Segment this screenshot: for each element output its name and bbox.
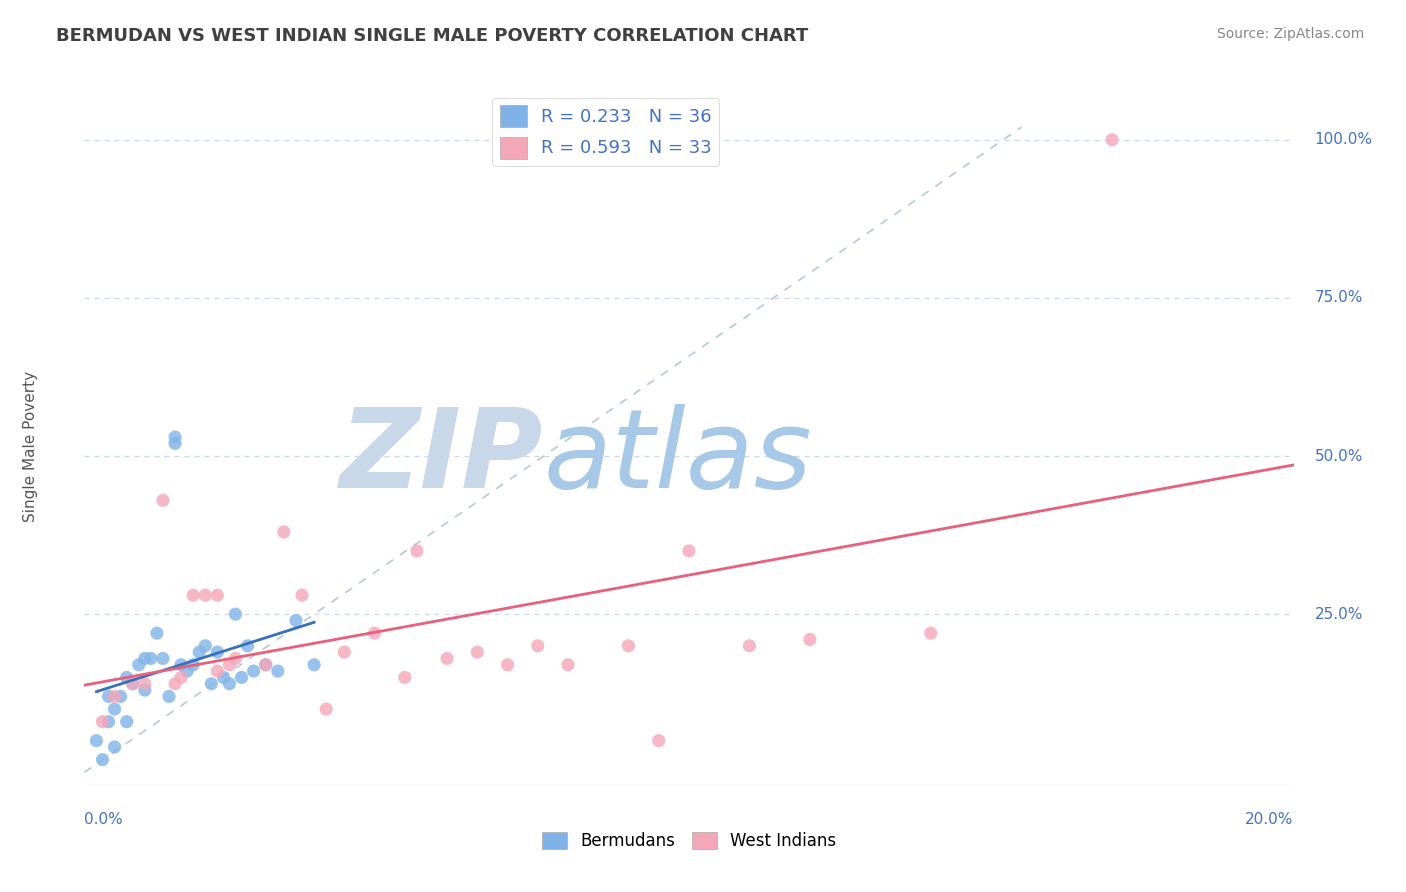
- Point: [212, 670, 235, 684]
- Point: [104, 690, 127, 704]
- Point: [86, 733, 108, 747]
- Point: [146, 626, 169, 640]
- Point: [97, 690, 120, 704]
- Point: [394, 670, 416, 684]
- Point: [163, 677, 186, 691]
- Point: [225, 651, 247, 665]
- Point: [170, 657, 193, 672]
- Point: [128, 657, 150, 672]
- Text: 25.0%: 25.0%: [1315, 607, 1362, 622]
- Point: [647, 733, 671, 747]
- Point: [284, 614, 308, 628]
- Point: [799, 632, 821, 647]
- Point: [91, 714, 114, 729]
- Point: [1101, 133, 1123, 147]
- Point: [110, 690, 132, 704]
- Point: [163, 430, 186, 444]
- Text: 20.0%: 20.0%: [1246, 812, 1294, 827]
- Point: [557, 657, 579, 672]
- Point: [291, 588, 314, 602]
- Point: [242, 664, 264, 678]
- Point: [738, 639, 761, 653]
- Point: [121, 677, 143, 691]
- Point: [363, 626, 385, 640]
- Text: 75.0%: 75.0%: [1315, 291, 1362, 305]
- Point: [207, 664, 229, 678]
- Point: [134, 677, 156, 691]
- Point: [200, 677, 222, 691]
- Point: [134, 683, 156, 698]
- Point: [678, 544, 700, 558]
- Point: [302, 657, 325, 672]
- Point: [225, 607, 247, 622]
- Point: [254, 657, 277, 672]
- Point: [218, 657, 240, 672]
- Text: atlas: atlas: [544, 404, 813, 511]
- Point: [315, 702, 337, 716]
- Point: [181, 657, 204, 672]
- Point: [236, 639, 259, 653]
- Point: [254, 657, 277, 672]
- Point: [115, 670, 138, 684]
- Point: [231, 670, 253, 684]
- Point: [194, 639, 217, 653]
- Point: [163, 436, 186, 450]
- Point: [104, 702, 127, 716]
- Point: [333, 645, 356, 659]
- Point: [218, 677, 240, 691]
- Legend: Bermudans, West Indians: Bermudans, West Indians: [536, 825, 842, 857]
- Point: [194, 588, 217, 602]
- Point: [176, 664, 198, 678]
- Point: [157, 690, 180, 704]
- Point: [188, 645, 211, 659]
- Point: [273, 524, 295, 539]
- Text: 0.0%: 0.0%: [84, 812, 124, 827]
- Point: [920, 626, 942, 640]
- Text: Single Male Poverty: Single Male Poverty: [24, 370, 38, 522]
- Point: [134, 651, 156, 665]
- Point: [207, 645, 229, 659]
- Point: [104, 739, 127, 754]
- Point: [181, 588, 204, 602]
- Point: [97, 714, 120, 729]
- Text: Source: ZipAtlas.com: Source: ZipAtlas.com: [1216, 27, 1364, 41]
- Text: 50.0%: 50.0%: [1315, 449, 1362, 464]
- Legend: R = 0.233   N = 36, R = 0.593   N = 33: R = 0.233 N = 36, R = 0.593 N = 33: [492, 98, 718, 166]
- Point: [207, 588, 229, 602]
- Point: [139, 651, 162, 665]
- Point: [406, 544, 429, 558]
- Point: [121, 677, 143, 691]
- Point: [267, 664, 290, 678]
- Text: BERMUDAN VS WEST INDIAN SINGLE MALE POVERTY CORRELATION CHART: BERMUDAN VS WEST INDIAN SINGLE MALE POVE…: [56, 27, 808, 45]
- Point: [526, 639, 548, 653]
- Text: 100.0%: 100.0%: [1315, 132, 1372, 147]
- Point: [617, 639, 640, 653]
- Point: [496, 657, 519, 672]
- Point: [170, 670, 193, 684]
- Point: [467, 645, 489, 659]
- Point: [152, 651, 174, 665]
- Text: ZIP: ZIP: [340, 404, 544, 511]
- Point: [436, 651, 458, 665]
- Point: [152, 493, 174, 508]
- Point: [115, 714, 138, 729]
- Point: [91, 753, 114, 767]
